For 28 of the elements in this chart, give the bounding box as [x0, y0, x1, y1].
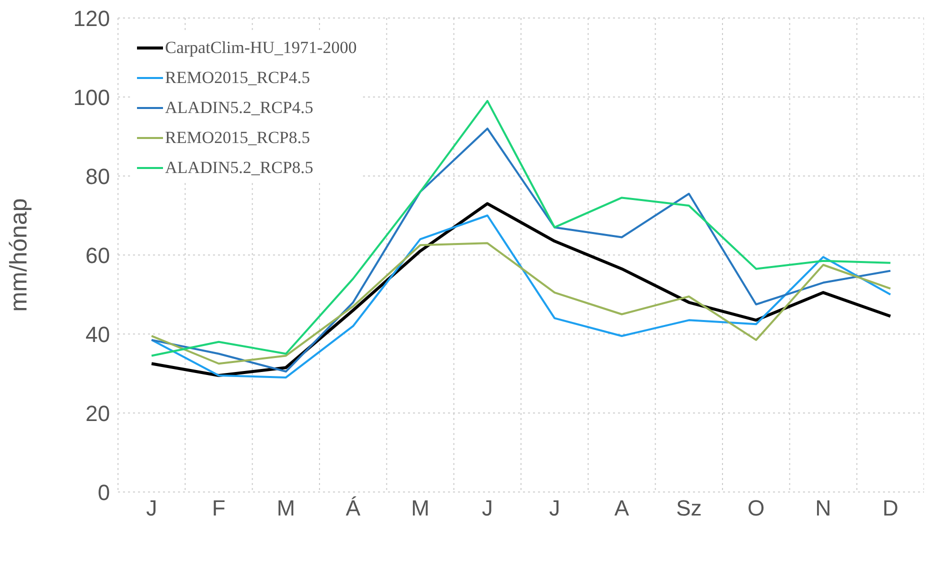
x-tick-label: A	[614, 496, 630, 521]
x-tick-label: J	[146, 496, 158, 521]
x-tick-label: J	[482, 496, 493, 521]
y-tick-label: 20	[86, 400, 110, 426]
line-series	[150, 128, 892, 373]
legend-label: ALADIN5.2_RCP4.5	[165, 97, 314, 119]
y-tick-label: 0	[98, 480, 110, 505]
x-tick-label: Sz	[676, 496, 702, 521]
legend-label: REMO2015_RCP4.5	[165, 67, 310, 89]
x-tick-label: F	[212, 496, 226, 521]
x-tick-label: M	[276, 496, 296, 521]
y-axis-title: mm/hónap	[6, 198, 33, 312]
y-tick-label: 60	[86, 242, 110, 268]
x-tick-label: M	[411, 496, 430, 521]
x-tick-label: N	[815, 496, 832, 521]
x-tick-label: D	[882, 496, 898, 521]
line-series	[150, 242, 892, 365]
y-tick-label: 100	[73, 84, 110, 110]
y-tick-label: 40	[86, 322, 110, 347]
x-tick-label: O	[748, 496, 765, 521]
line-series	[150, 100, 892, 357]
y-tick-label: 120	[73, 6, 110, 31]
legend-label: CarpatClim-HU_1971-2000	[165, 37, 357, 59]
x-tick-label: Á	[346, 496, 361, 521]
x-tick-label: J	[549, 496, 560, 521]
legend-label: ALADIN5.2_RCP8.5	[165, 157, 314, 179]
legend-label: REMO2015_RCP8.5	[165, 127, 310, 149]
y-tick-label: 80	[86, 164, 110, 189]
